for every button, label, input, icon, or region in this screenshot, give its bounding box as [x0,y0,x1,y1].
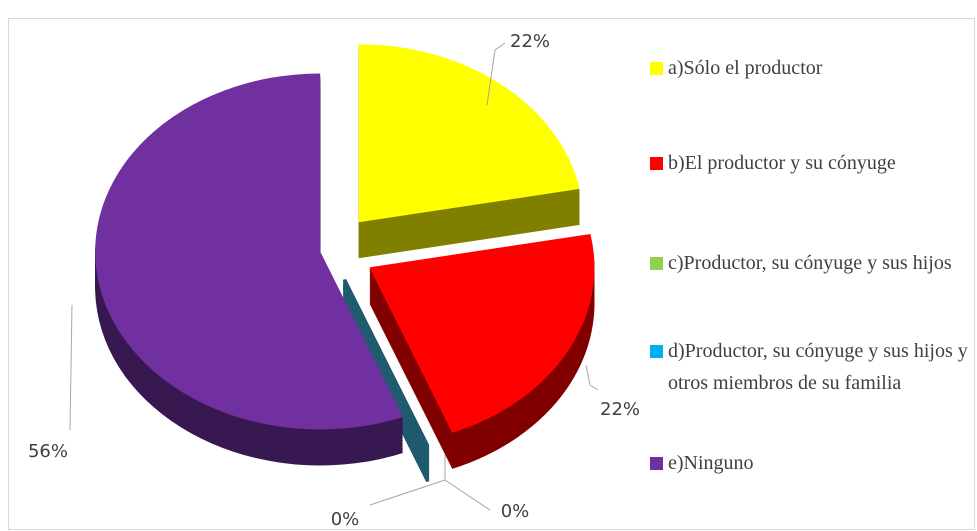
slice [358,44,580,223]
leader-line [486,42,506,106]
legend-label: c)Productor, su cónyuge y sus hijos [668,252,952,274]
legend-item: c)Productor, su cónyuge y sus hijos [650,247,972,279]
legend-item: b)El productor y su cónyuge [650,147,972,179]
data-label: 22% [600,399,640,420]
data-label: 22% [510,31,550,52]
chart-frame [8,18,975,530]
legend-item: a)Sólo el productor [650,52,972,84]
legend-item: e)Ninguno [650,447,972,479]
slice [369,233,595,433]
legend-label: b)El productor y su cónyuge [668,152,896,174]
legend-swatch [650,457,663,470]
legend-swatch [650,257,663,270]
leader-line [69,304,73,431]
data-label: 56% [28,441,68,462]
legend-swatch [650,345,663,358]
data-label: 0% [331,509,360,530]
legend-label: e)Ninguno [668,452,754,474]
legend-label: a)Sólo el productor [668,57,823,79]
legend-swatch [650,62,663,75]
leader-line [444,455,491,511]
data-label: 0% [501,501,530,522]
slice [95,73,404,430]
leader-line [369,479,446,506]
legend-label: d)Productor, su cónyuge y sus hijos y ot… [668,340,968,394]
legend-swatch [650,157,663,170]
legend-item: d)Productor, su cónyuge y sus hijos y ot… [650,335,972,399]
leader-line [585,364,599,391]
